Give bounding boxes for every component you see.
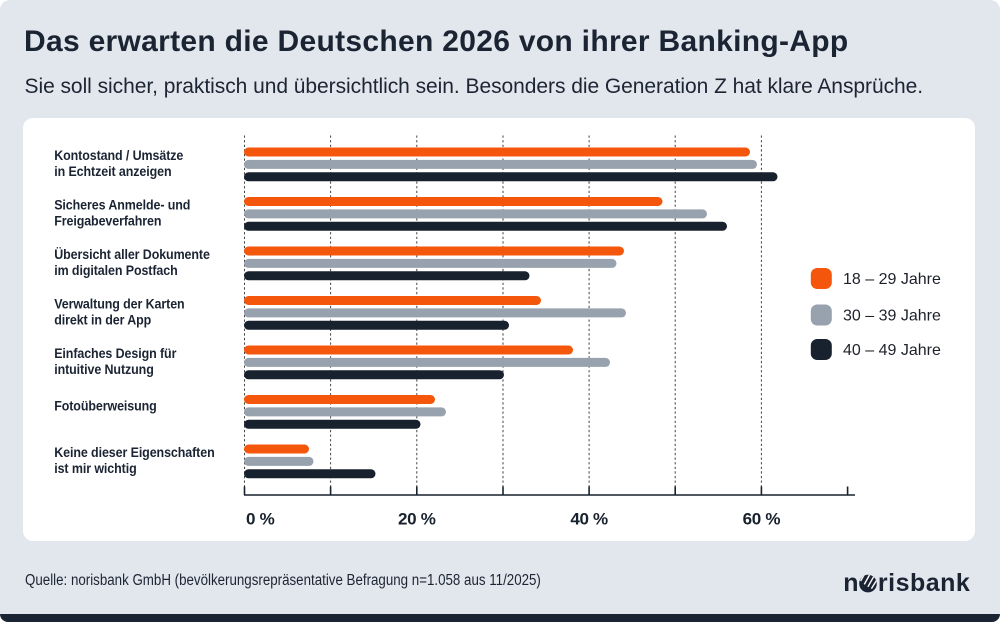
svg-text:Verwaltung der Karten: Verwaltung der Karten bbox=[54, 296, 184, 312]
svg-text:n: n bbox=[843, 569, 858, 597]
svg-text:30 – 39 Jahre: 30 – 39 Jahre bbox=[843, 307, 941, 324]
svg-text:0 %: 0 % bbox=[246, 510, 275, 529]
svg-text:intuitive Nutzung: intuitive Nutzung bbox=[54, 362, 154, 378]
svg-text:Übersicht aller Dokumente: Übersicht aller Dokumente bbox=[54, 246, 210, 262]
svg-text:40 – 49 Jahre: 40 – 49 Jahre bbox=[843, 342, 941, 359]
svg-text:direkt in der App: direkt in der App bbox=[54, 312, 151, 328]
svg-text:Kontostand / Umsätze: Kontostand / Umsätze bbox=[54, 147, 183, 163]
svg-text:Sicheres Anmelde- und: Sicheres Anmelde- und bbox=[54, 197, 190, 213]
svg-text:im digitalen Postfach: im digitalen Postfach bbox=[54, 263, 177, 279]
svg-text:in Echtzeit anzeigen: in Echtzeit anzeigen bbox=[54, 164, 171, 180]
svg-text:40 %: 40 % bbox=[570, 510, 608, 529]
svg-text:20 %: 20 % bbox=[398, 510, 436, 529]
svg-text:Einfaches Design für: Einfaches Design für bbox=[54, 345, 176, 361]
svg-text:18 – 29 Jahre: 18 – 29 Jahre bbox=[843, 271, 941, 288]
svg-text:Freigabeverfahren: Freigabeverfahren bbox=[54, 213, 161, 229]
svg-text:60 %: 60 % bbox=[743, 510, 781, 529]
svg-text:risbank: risbank bbox=[878, 569, 970, 597]
svg-text:ist mir wichtig: ist mir wichtig bbox=[54, 461, 136, 477]
svg-text:Keine dieser Eigenschaften: Keine dieser Eigenschaften bbox=[54, 444, 214, 460]
svg-text:Fotoüberweisung: Fotoüberweisung bbox=[54, 398, 156, 414]
